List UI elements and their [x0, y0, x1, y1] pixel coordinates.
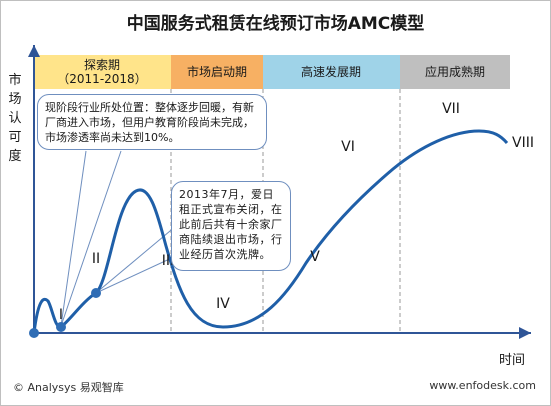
chart-title: 中国服务式租赁在线预订市场AMC模型 — [126, 14, 425, 34]
phase-label-launch: 市场启动期 — [187, 64, 247, 79]
stage-label-4: IV — [216, 296, 230, 312]
phase-band-exploration — [34, 55, 171, 89]
stage-label-8: VIII — [512, 135, 534, 151]
phase-label-growth: 高速发展期 — [301, 64, 361, 79]
pointer-line-b — [60, 150, 122, 327]
current-position-note: 现阶段行业所处位置：整体逐步回暖，有新厂商进入市场，但用户教育阶段尚未完成，市场… — [37, 94, 267, 150]
stage-label-2: II — [92, 251, 100, 267]
source-credit: © Analysys 易观智库 — [13, 381, 124, 394]
x-axis-label: 时间 — [499, 353, 526, 368]
stage-label-6: VI — [341, 139, 355, 155]
website-link[interactable]: www.enfodesk.com — [429, 379, 536, 392]
stage-label-1: I — [59, 307, 63, 323]
phase-band-growth — [263, 55, 400, 89]
y-axis-label: 市场认可度 — [8, 73, 22, 164]
phase-label-exploration-years: （2011-2018） — [57, 72, 146, 86]
phase-label-exploration: 探索期 — [84, 58, 120, 72]
phase-label-mature: 应用成熟期 — [425, 64, 485, 79]
pointer-line-d — [95, 255, 177, 294]
pointer-line-a — [60, 150, 87, 327]
stage-label-7: VII — [442, 101, 460, 117]
current-position-point — [56, 322, 66, 332]
curve-start-point — [29, 328, 39, 338]
stage-label-5: V — [310, 249, 320, 265]
phase-band-launch — [171, 55, 263, 89]
event-point — [91, 288, 101, 298]
industry-event-note: 2013年7月，爱日租正式宣布关闭，在此前后共有十余家厂商陆续退出市场，行业经历… — [171, 181, 291, 271]
phase-band-mature — [400, 55, 510, 89]
